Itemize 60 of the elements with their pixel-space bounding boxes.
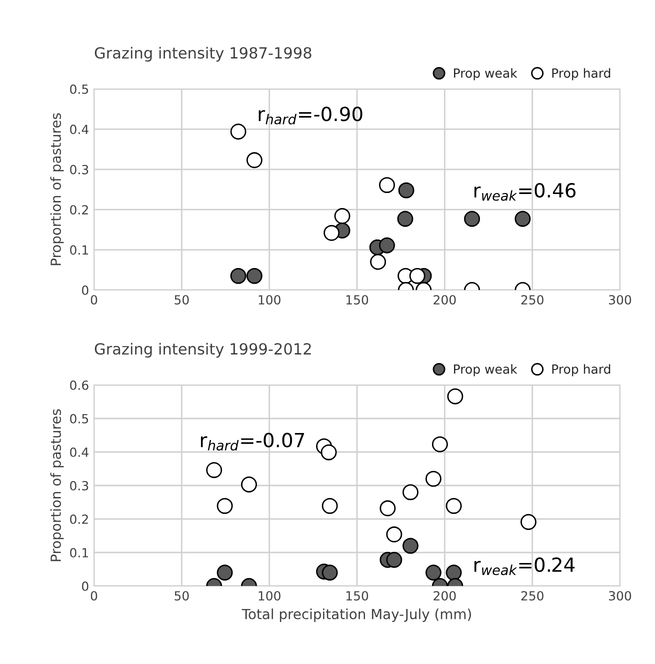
legend-label: Prop hard: [552, 364, 610, 376]
y-tick-label: 0.2: [70, 514, 88, 524]
annotation: r$_{hard}$=-0.90: [258, 106, 362, 124]
point: [464, 210, 480, 227]
y-tick-label: 0: [82, 581, 88, 591]
point: [425, 564, 442, 581]
point: [386, 552, 402, 568]
y-axis-title: Proportion of pastures: [50, 409, 64, 562]
chart-title: Grazing intensity 1987-1998: [94, 46, 312, 62]
y-tick-label: 0.5: [70, 84, 88, 94]
y-tick-label: 0: [82, 285, 88, 295]
point: [402, 538, 418, 554]
point: [397, 210, 414, 227]
y-tick-label: 0.1: [70, 548, 88, 558]
annotation: r$_{hard}$=-0.07: [200, 432, 304, 451]
point: [230, 124, 246, 140]
y-tick-label: 0.3: [70, 164, 88, 174]
y-tick-label: 0.6: [70, 380, 88, 390]
x-tick-label: 150: [346, 295, 368, 305]
point: [320, 444, 337, 460]
point: [230, 268, 246, 284]
annotation: r$_{weak}$=0.24: [474, 557, 575, 576]
chart-title: Grazing intensity 1999-2012: [94, 342, 311, 358]
legend-label: Prop hard: [552, 68, 610, 80]
x-tick-label: 0: [90, 591, 98, 601]
point: [322, 564, 338, 581]
y-tick-label: 0.2: [70, 205, 88, 215]
point: [398, 182, 414, 198]
y-tick-label: 0.1: [70, 245, 88, 255]
point: [246, 268, 262, 284]
y-tick-label: 0.4: [70, 447, 88, 457]
x-tick-label: 300: [609, 295, 632, 305]
x-tick-label: 0: [90, 295, 98, 305]
y-tick-label: 0.4: [70, 124, 88, 134]
x-tick-label: 50: [174, 295, 189, 305]
x-tick-label: 300: [609, 591, 632, 601]
point: [432, 436, 448, 452]
point: [520, 514, 536, 530]
legend-label: Prop weak: [454, 364, 518, 376]
annotation: r$_{weak}$=0.46: [474, 182, 576, 201]
point: [409, 268, 426, 284]
y-tick-label: 0.5: [70, 414, 88, 424]
x-tick-label: 200: [434, 295, 456, 305]
x-axis-title: Total precipitation May-July (mm): [242, 608, 471, 622]
x-tick-label: 100: [258, 591, 280, 601]
y-axis-title: Proportion of pastures: [50, 113, 64, 266]
x-tick-label: 150: [346, 591, 368, 601]
point: [241, 476, 257, 492]
point: [514, 210, 531, 227]
x-tick-label: 250: [521, 591, 544, 601]
point: [216, 564, 233, 581]
point: [324, 224, 340, 241]
x-tick-label: 100: [258, 295, 280, 305]
point: [379, 237, 395, 254]
y-tick-label: 0.3: [70, 480, 88, 490]
x-tick-label: 50: [174, 591, 189, 601]
legend-label: Prop weak: [454, 68, 518, 80]
x-tick-label: 250: [521, 295, 544, 305]
x-tick-label: 200: [434, 591, 456, 601]
point: [446, 564, 462, 581]
